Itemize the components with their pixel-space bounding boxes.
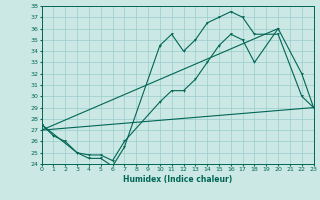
X-axis label: Humidex (Indice chaleur): Humidex (Indice chaleur) [123,175,232,184]
